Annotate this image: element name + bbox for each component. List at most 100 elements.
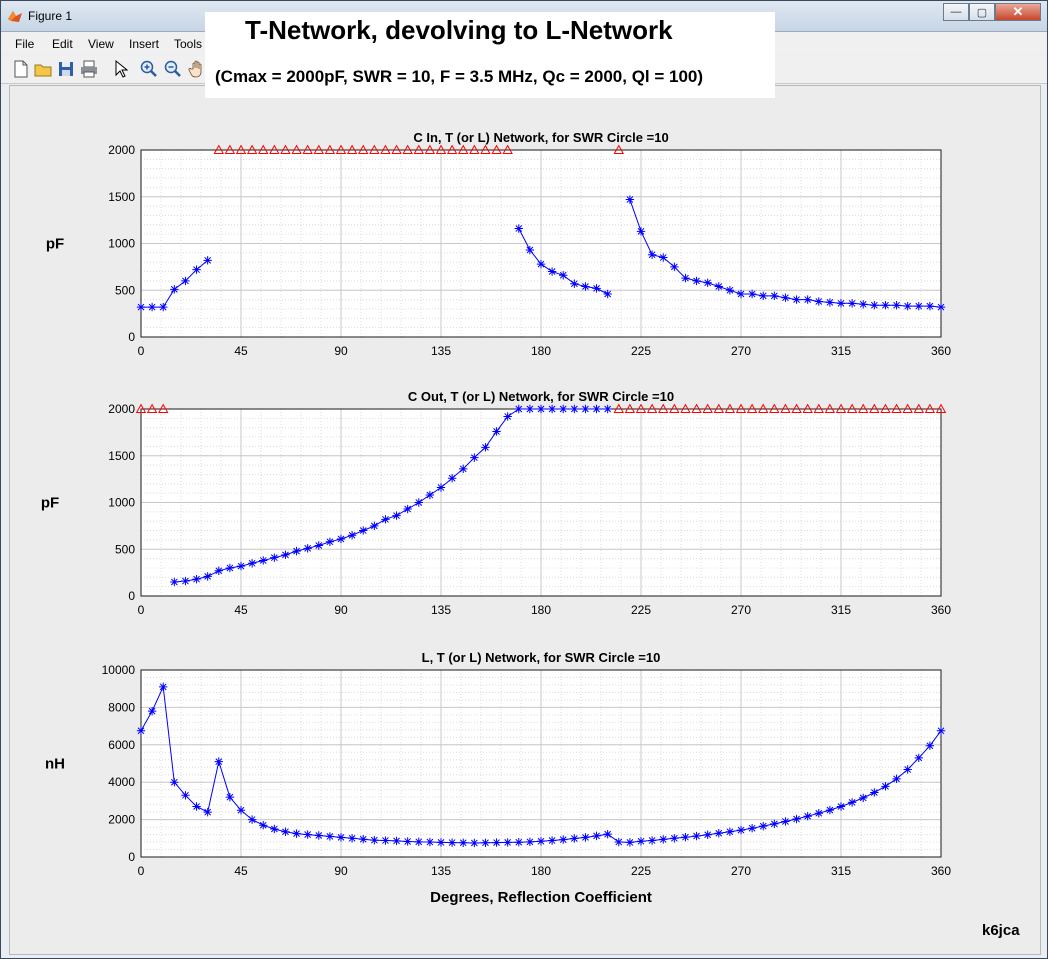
limit-marker — [613, 144, 625, 155]
limit-marker — [757, 403, 769, 414]
limit-marker — [780, 403, 791, 414]
limit-marker — [913, 403, 925, 414]
limit-marker — [446, 144, 458, 155]
zoom-in-icon[interactable] — [139, 59, 159, 79]
x-tick-label: 45 — [234, 864, 248, 878]
limit-marker — [480, 144, 491, 155]
data-point — [236, 806, 246, 815]
data-point — [692, 276, 701, 286]
data-point — [136, 302, 146, 312]
open-file-icon[interactable] — [33, 59, 53, 79]
data-point — [203, 256, 212, 265]
data-point — [403, 837, 412, 846]
minimize-button[interactable]: — — [943, 3, 969, 21]
limit-marker — [624, 403, 636, 414]
limit-marker — [702, 403, 713, 414]
data-point — [292, 546, 301, 556]
data-point — [459, 838, 468, 847]
chart-title: C Out, T (or L) Network, for SWR Circle … — [408, 389, 674, 404]
data-point — [425, 837, 435, 847]
data-point — [525, 837, 535, 847]
data-point — [725, 286, 735, 295]
data-point — [770, 291, 779, 301]
data-point — [181, 791, 190, 800]
x-tick-label: 180 — [531, 864, 551, 878]
menu-edit[interactable]: Edit — [52, 37, 73, 51]
limit-marker — [657, 403, 669, 414]
data-point — [581, 282, 590, 291]
y-tick-label: 6000 — [108, 738, 135, 752]
menu-tools[interactable]: Tools — [174, 37, 203, 51]
data-point — [214, 757, 223, 766]
data-point — [803, 812, 812, 821]
x-tick-label: 360 — [931, 603, 951, 617]
limit-marker — [646, 403, 658, 414]
x-tick-label: 0 — [138, 344, 145, 358]
limit-marker — [435, 144, 447, 155]
close-button[interactable]: ✕ — [995, 3, 1041, 21]
save-icon[interactable] — [56, 59, 76, 79]
print-icon[interactable] — [79, 59, 99, 79]
y-tick-label: 500 — [115, 283, 135, 297]
limit-marker — [880, 403, 891, 414]
chart-title: C In, T (or L) Network, for SWR Circle =… — [413, 130, 668, 145]
figure-title: T-Network, devolving to L-Network — [245, 15, 673, 45]
data-point — [470, 453, 479, 462]
data-point — [592, 831, 601, 841]
data-point — [403, 504, 412, 514]
data-point — [303, 544, 312, 553]
author-label: k6jca — [982, 922, 1020, 939]
limit-marker — [146, 403, 158, 414]
data-point — [292, 829, 301, 838]
data-point — [847, 299, 857, 308]
menu-insert[interactable]: Insert — [129, 37, 160, 51]
limit-marker — [713, 403, 725, 414]
data-point — [714, 829, 723, 838]
data-point — [514, 838, 523, 847]
maximize-button[interactable]: ▢ — [969, 3, 995, 21]
data-point — [570, 834, 579, 843]
data-point — [170, 778, 179, 787]
data-point — [647, 250, 657, 259]
data-point — [203, 572, 212, 581]
limit-marker — [735, 403, 747, 414]
data-point — [792, 814, 801, 824]
data-point — [481, 838, 490, 847]
data-point — [892, 774, 901, 784]
data-point — [303, 830, 312, 839]
new-figure-icon[interactable] — [11, 59, 31, 79]
pointer-icon[interactable] — [111, 59, 131, 79]
x-tick-label: 225 — [631, 603, 651, 617]
data-point — [536, 837, 546, 846]
data-point — [192, 802, 201, 811]
data-point — [492, 838, 501, 847]
limit-marker — [846, 403, 858, 414]
limit-marker — [924, 403, 936, 414]
data-point — [336, 534, 346, 544]
limit-marker — [935, 403, 947, 414]
limit-marker — [224, 144, 236, 155]
y-tick-label: 10000 — [102, 663, 136, 677]
data-point — [814, 297, 823, 306]
x-tick-label: 0 — [138, 864, 145, 878]
menu-view[interactable]: View — [88, 37, 114, 51]
data-point — [281, 550, 290, 560]
data-point — [914, 753, 923, 763]
data-point — [470, 838, 479, 848]
pan-hand-icon[interactable] — [187, 59, 207, 79]
x-tick-label: 360 — [931, 864, 951, 878]
menu-file[interactable]: File — [15, 37, 35, 51]
data-point — [203, 807, 212, 817]
data-point — [803, 295, 812, 304]
x-tick-label: 180 — [531, 603, 551, 617]
zoom-out-icon[interactable] — [163, 59, 183, 79]
data-point — [547, 267, 557, 276]
data-point — [703, 278, 712, 287]
data-point — [147, 706, 157, 716]
data-point — [436, 483, 446, 492]
limit-marker — [680, 403, 691, 414]
data-point — [525, 404, 535, 414]
x-tick-label: 225 — [631, 344, 651, 358]
data-point — [692, 831, 701, 841]
